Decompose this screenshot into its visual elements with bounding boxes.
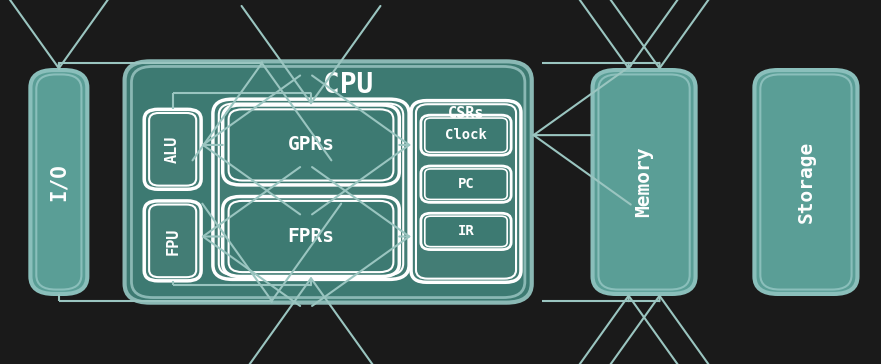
FancyBboxPatch shape [411, 100, 521, 282]
FancyBboxPatch shape [31, 70, 87, 294]
FancyBboxPatch shape [421, 166, 511, 202]
FancyBboxPatch shape [36, 75, 81, 289]
FancyBboxPatch shape [228, 201, 394, 272]
Text: I/O: I/O [48, 163, 69, 201]
FancyBboxPatch shape [228, 109, 394, 181]
Text: Storage: Storage [796, 141, 816, 223]
Text: ALU: ALU [165, 136, 181, 163]
FancyBboxPatch shape [754, 70, 857, 294]
FancyBboxPatch shape [223, 105, 399, 185]
FancyBboxPatch shape [425, 216, 507, 247]
FancyBboxPatch shape [149, 205, 196, 277]
Text: IR: IR [457, 225, 474, 238]
Text: Memory: Memory [634, 147, 654, 217]
FancyBboxPatch shape [421, 213, 511, 250]
FancyBboxPatch shape [144, 109, 201, 189]
FancyBboxPatch shape [213, 99, 409, 280]
FancyBboxPatch shape [421, 115, 511, 155]
FancyBboxPatch shape [223, 197, 399, 277]
FancyBboxPatch shape [131, 67, 525, 297]
FancyBboxPatch shape [416, 104, 516, 279]
FancyBboxPatch shape [218, 103, 403, 275]
Text: CPU: CPU [322, 71, 373, 99]
Text: GPRs: GPRs [287, 135, 335, 154]
FancyBboxPatch shape [144, 201, 201, 281]
Text: Clock: Clock [445, 128, 487, 142]
FancyBboxPatch shape [149, 113, 196, 186]
FancyBboxPatch shape [425, 118, 507, 152]
Text: FPRs: FPRs [287, 227, 335, 246]
Text: FPU: FPU [165, 227, 181, 254]
FancyBboxPatch shape [425, 169, 507, 199]
FancyBboxPatch shape [760, 75, 852, 289]
Text: CSRs: CSRs [448, 106, 485, 121]
FancyBboxPatch shape [598, 75, 690, 289]
Text: PC: PC [457, 177, 474, 191]
FancyBboxPatch shape [124, 62, 532, 302]
FancyBboxPatch shape [593, 70, 696, 294]
